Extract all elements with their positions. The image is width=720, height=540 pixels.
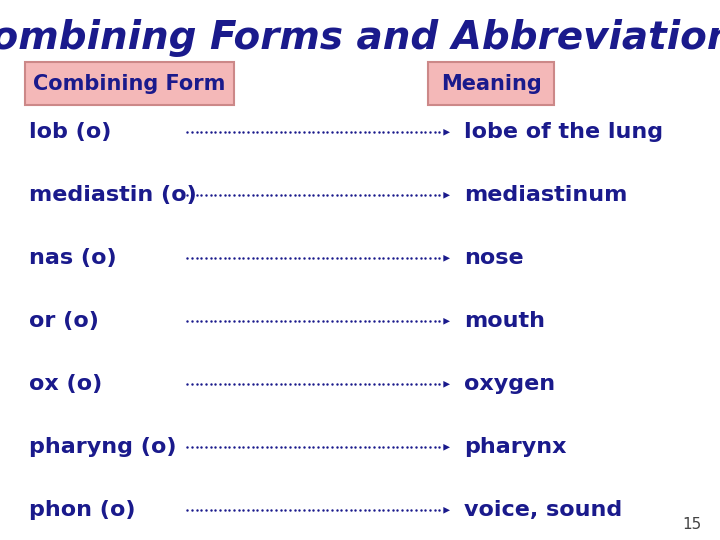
Text: 15: 15 (683, 517, 702, 532)
Text: nas (o): nas (o) (29, 248, 117, 268)
FancyBboxPatch shape (428, 62, 554, 105)
Text: pharyng (o): pharyng (o) (29, 437, 176, 457)
Text: lobe of the lung: lobe of the lung (464, 122, 664, 143)
Text: mediastin (o): mediastin (o) (29, 185, 197, 205)
Text: phon (o): phon (o) (29, 500, 135, 521)
Text: mouth: mouth (464, 311, 546, 332)
Text: oxygen: oxygen (464, 374, 556, 394)
Text: voice, sound: voice, sound (464, 500, 623, 521)
FancyBboxPatch shape (25, 62, 234, 105)
Text: ox (o): ox (o) (29, 374, 102, 394)
Text: lob (o): lob (o) (29, 122, 111, 143)
Text: pharynx: pharynx (464, 437, 567, 457)
Text: mediastinum: mediastinum (464, 185, 628, 205)
Text: nose: nose (464, 248, 524, 268)
Text: or (o): or (o) (29, 311, 99, 332)
Text: Meaning: Meaning (441, 73, 541, 94)
Text: Combining Forms and Abbreviations: Combining Forms and Abbreviations (0, 19, 720, 57)
Text: Combining Form: Combining Form (33, 73, 226, 94)
